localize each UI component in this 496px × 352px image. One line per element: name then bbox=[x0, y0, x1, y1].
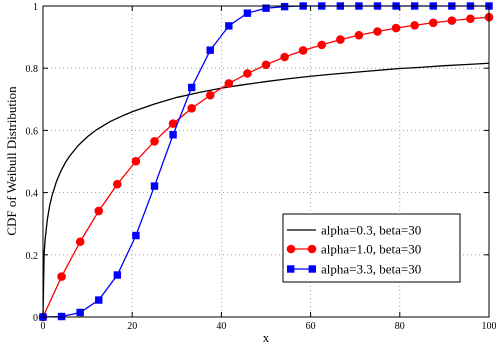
data-point bbox=[428, 18, 438, 28]
data-point bbox=[205, 90, 215, 100]
legend-item: alpha=0.3, beta=30 bbox=[287, 223, 421, 238]
data-point bbox=[317, 40, 327, 50]
data-point bbox=[94, 206, 104, 216]
legend-label: alpha=1.0, beta=30 bbox=[321, 242, 421, 257]
data-point bbox=[354, 30, 364, 40]
legend-label: alpha=0.3, beta=30 bbox=[321, 223, 421, 238]
legend-label: alpha=3.3, beta=30 bbox=[321, 262, 421, 277]
data-point bbox=[206, 46, 214, 54]
data-point bbox=[336, 35, 345, 44]
y-tick-label: 0.6 bbox=[26, 126, 39, 137]
data-point bbox=[298, 46, 308, 55]
data-point bbox=[280, 52, 289, 62]
axis-ticks: 0 20 40 60 80 100 0 0.2 0.4 0.6 0.8 1 bbox=[26, 2, 496, 332]
y-tick-label: 0 bbox=[33, 313, 38, 324]
plot-frame bbox=[42, 5, 490, 318]
x-tick-label: 40 bbox=[216, 321, 226, 332]
legend-item: alpha=1.0, beta=30 bbox=[286, 242, 421, 257]
data-point bbox=[224, 79, 234, 88]
y-tick-label: 1 bbox=[33, 2, 38, 13]
data-point bbox=[95, 296, 103, 304]
data-point bbox=[76, 308, 84, 317]
data-point bbox=[150, 182, 159, 190]
data-point bbox=[169, 131, 177, 139]
data-point bbox=[280, 2, 289, 11]
y-tick-label: 0.2 bbox=[26, 251, 39, 262]
data-point bbox=[243, 69, 252, 78]
legend-marker bbox=[286, 244, 296, 254]
data-point bbox=[57, 272, 66, 281]
legend-marker bbox=[308, 265, 316, 273]
data-point bbox=[168, 119, 178, 128]
data-point bbox=[447, 16, 457, 25]
legend-entries: alpha=0.3, beta=30 alpha=1.0, beta=30 alph… bbox=[286, 223, 421, 277]
data-point bbox=[243, 9, 252, 17]
legend-marker bbox=[307, 244, 317, 254]
data-point bbox=[131, 156, 141, 166]
data-point bbox=[132, 231, 140, 240]
data-point bbox=[225, 22, 233, 30]
data-point bbox=[410, 20, 419, 30]
data-point bbox=[373, 27, 382, 36]
data-point bbox=[261, 60, 271, 70]
legend-item: alpha=3.3, beta=30 bbox=[287, 262, 421, 277]
data-point bbox=[113, 271, 122, 279]
series-1 bbox=[42, 62, 490, 318]
y-tick-label: 0.4 bbox=[26, 189, 39, 200]
x-axis-label: x bbox=[263, 330, 270, 345]
x-tick-label: 60 bbox=[306, 321, 316, 332]
series-2 bbox=[38, 12, 494, 322]
legend-marker bbox=[287, 265, 295, 273]
y-tick-label: 0.8 bbox=[26, 64, 39, 75]
x-tick-label: 80 bbox=[395, 321, 405, 332]
data-point bbox=[187, 83, 196, 92]
x-tick-label: 0 bbox=[41, 321, 46, 332]
data-point bbox=[150, 136, 159, 146]
data-point bbox=[75, 237, 85, 247]
data-point bbox=[391, 23, 401, 33]
data-point bbox=[187, 104, 196, 113]
y-axis-label: CDF of Weibull Distribution bbox=[4, 86, 19, 236]
data-point bbox=[113, 179, 122, 189]
series-line bbox=[42, 62, 490, 318]
x-tick-label: 100 bbox=[482, 321, 496, 332]
x-tick-label: 20 bbox=[127, 321, 137, 332]
legend: alpha=0.3, beta=30 alpha=1.0, beta=30 alph… bbox=[282, 213, 461, 283]
data-point bbox=[262, 4, 270, 12]
data-point bbox=[466, 14, 475, 24]
